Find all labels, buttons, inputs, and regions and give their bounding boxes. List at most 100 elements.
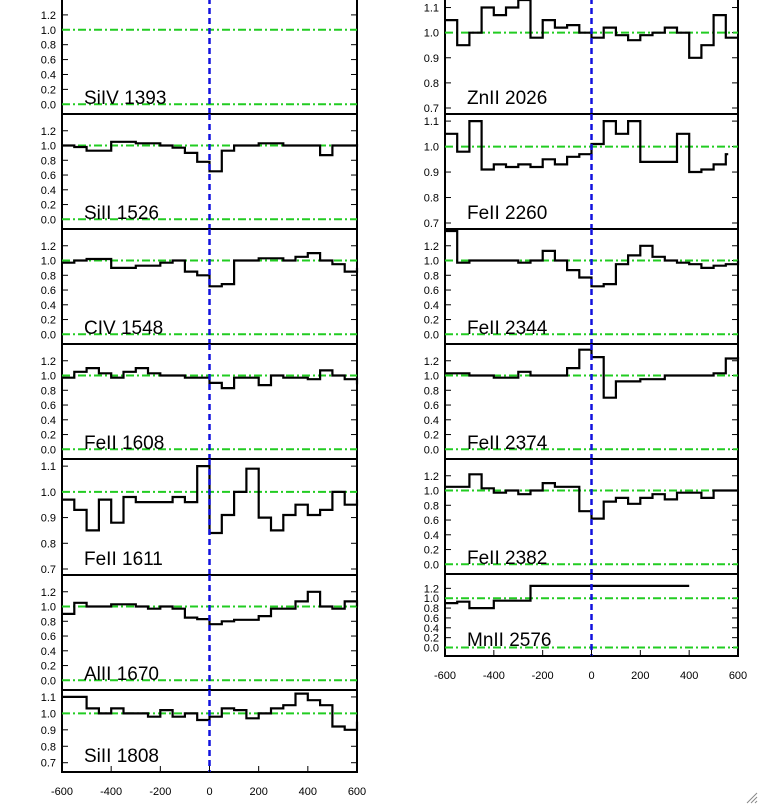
y-tick-label: 0.2 bbox=[424, 545, 439, 557]
y-tick-label: 0.4 bbox=[41, 646, 56, 658]
x-tick-label: 0 bbox=[588, 670, 594, 682]
y-tick-label: 0.4 bbox=[41, 300, 56, 312]
y-tick-label: 0.2 bbox=[424, 633, 439, 645]
y-tick-label: 1.0 bbox=[41, 25, 56, 37]
y-tick-label: 0.7 bbox=[41, 758, 56, 770]
y-tick-label: 1.0 bbox=[424, 256, 439, 268]
spectrum-series bbox=[62, 140, 359, 173]
x-tick-label: 400 bbox=[680, 670, 698, 682]
panel-label: ZnII 2026 bbox=[467, 88, 547, 109]
y-tick-label: 0.0 bbox=[424, 329, 439, 341]
panel-label: MnII 2576 bbox=[467, 630, 552, 651]
y-tick-label: 1.0 bbox=[424, 28, 439, 40]
panel-label: SiIV 1393 bbox=[84, 88, 166, 109]
y-tick-label: 1.0 bbox=[41, 256, 56, 268]
y-tick-label: 0.4 bbox=[424, 530, 439, 542]
y-tick-label: 1.2 bbox=[424, 583, 439, 595]
x-tick-label: 400 bbox=[299, 786, 317, 798]
spectrum-series bbox=[62, 367, 359, 390]
y-tick-label: 1.1 bbox=[41, 692, 56, 704]
y-tick-label: 1.0 bbox=[424, 142, 439, 154]
y-tick-label: 1.0 bbox=[41, 708, 56, 720]
x-tick-label: -400 bbox=[483, 670, 505, 682]
x-tick-label: 600 bbox=[348, 786, 366, 798]
panel-label: SiII 1808 bbox=[84, 746, 159, 767]
y-tick-label: 1.1 bbox=[424, 3, 439, 15]
panel-label: FeII 2260 bbox=[467, 203, 547, 224]
spectrum-series bbox=[445, 584, 690, 610]
panel-label: FeII 2344 bbox=[467, 318, 548, 339]
spectrum-series bbox=[62, 252, 359, 288]
y-tick-label: 0.9 bbox=[424, 53, 439, 65]
y-tick-label: 0.8 bbox=[41, 616, 56, 628]
y-tick-label: 0.8 bbox=[41, 385, 56, 397]
y-tick-label: 0.2 bbox=[41, 315, 56, 327]
spectrum-series bbox=[445, 348, 740, 399]
y-tick-label: 1.0 bbox=[41, 602, 56, 614]
y-tick-label: 0.6 bbox=[41, 55, 56, 67]
y-tick-label: 1.2 bbox=[41, 241, 56, 253]
y-tick-label: 0.4 bbox=[41, 69, 56, 81]
y-tick-label: 1.2 bbox=[41, 10, 56, 22]
y-tick-label: 0.2 bbox=[424, 315, 439, 327]
x-tick-label: -400 bbox=[100, 786, 122, 798]
y-tick-label: 0.2 bbox=[41, 430, 56, 442]
y-tick-label: 0.8 bbox=[424, 193, 439, 205]
resize-grip-icon[interactable] bbox=[746, 792, 758, 804]
y-tick-label: 0.2 bbox=[41, 661, 56, 673]
x-tick-label: 600 bbox=[729, 670, 747, 682]
spectrum-series bbox=[62, 590, 359, 626]
y-tick-label: 0.6 bbox=[424, 285, 439, 297]
y-tick-label: 0.8 bbox=[41, 741, 56, 753]
y-tick-label: 1.0 bbox=[424, 371, 439, 383]
y-tick-label: 0.6 bbox=[41, 285, 56, 297]
y-tick-label: 1.0 bbox=[41, 141, 56, 153]
y-tick-label: 0.0 bbox=[41, 214, 56, 226]
y-tick-label: 0.0 bbox=[41, 675, 56, 687]
y-tick-label: 0.0 bbox=[41, 444, 56, 456]
y-tick-label: 0.0 bbox=[424, 559, 439, 571]
y-tick-label: 0.8 bbox=[424, 500, 439, 512]
spectrum-series bbox=[62, 692, 359, 731]
y-tick-label: 0.4 bbox=[41, 415, 56, 427]
y-tick-label: 0.0 bbox=[424, 643, 439, 655]
x-tick-label: -600 bbox=[434, 670, 456, 682]
panel-label: CIV 1548 bbox=[84, 318, 163, 339]
y-tick-label: 0.6 bbox=[424, 400, 439, 412]
y-tick-label: 0.6 bbox=[424, 515, 439, 527]
panel-label: FeII 1608 bbox=[84, 433, 164, 454]
y-tick-label: 1.0 bbox=[41, 487, 56, 499]
y-tick-label: 0.9 bbox=[41, 513, 56, 525]
y-tick-label: 0.8 bbox=[41, 270, 56, 282]
spectrum-series bbox=[445, 229, 740, 288]
y-tick-label: 0.7 bbox=[424, 218, 439, 230]
y-tick-label: 0.0 bbox=[41, 99, 56, 111]
panel-label: SiII 1526 bbox=[84, 203, 159, 224]
y-tick-label: 1.0 bbox=[424, 486, 439, 498]
y-tick-label: 0.0 bbox=[424, 444, 439, 456]
panel-label: AlII 1670 bbox=[84, 664, 159, 685]
y-tick-label: 0.0 bbox=[41, 329, 56, 341]
x-tick-label: 200 bbox=[631, 670, 649, 682]
y-tick-label: 1.0 bbox=[424, 593, 439, 605]
x-tick-label: -600 bbox=[51, 786, 73, 798]
spectrum-series bbox=[445, 120, 729, 174]
y-tick-label: 0.8 bbox=[41, 40, 56, 52]
x-tick-label: 200 bbox=[249, 786, 267, 798]
y-tick-label: 0.4 bbox=[41, 185, 56, 197]
y-tick-label: 1.2 bbox=[424, 471, 439, 483]
y-tick-label: 0.7 bbox=[424, 103, 439, 115]
y-tick-label: 0.6 bbox=[41, 170, 56, 182]
y-tick-label: 1.2 bbox=[41, 587, 56, 599]
y-tick-label: 1.0 bbox=[41, 371, 56, 383]
y-tick-label: 0.4 bbox=[424, 300, 439, 312]
y-tick-label: 1.1 bbox=[41, 461, 56, 473]
y-tick-label: 0.6 bbox=[41, 631, 56, 643]
y-tick-label: 1.2 bbox=[424, 241, 439, 253]
y-tick-label: 0.8 bbox=[424, 270, 439, 282]
y-tick-label: 0.8 bbox=[41, 538, 56, 550]
y-tick-label: 1.1 bbox=[424, 116, 439, 128]
y-tick-label: 1.2 bbox=[424, 356, 439, 368]
x-tick-label: -200 bbox=[149, 786, 171, 798]
y-tick-label: 0.2 bbox=[41, 84, 56, 96]
